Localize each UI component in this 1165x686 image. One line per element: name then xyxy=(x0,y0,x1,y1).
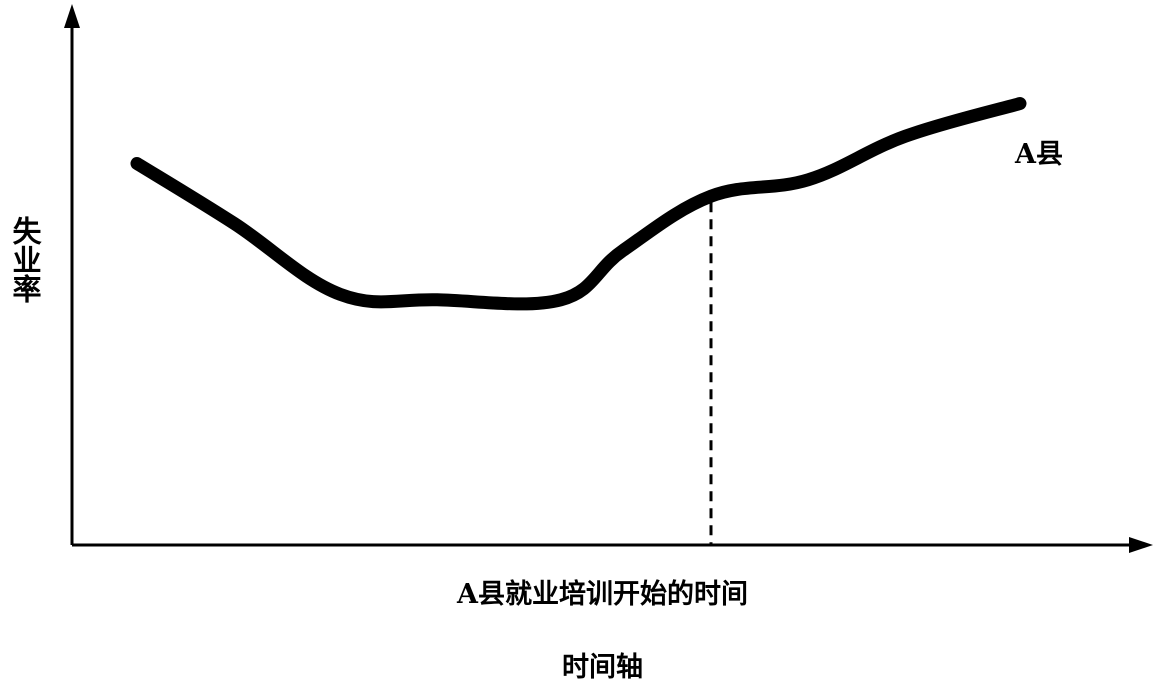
y-axis-arrow-icon xyxy=(64,4,80,28)
series-line-a-county xyxy=(130,97,1027,311)
x-axis-arrow-icon xyxy=(1129,537,1153,553)
y-axis-label: 失业率 xyxy=(8,216,42,303)
series-label-a-county: A县 xyxy=(1015,139,1063,170)
training-start-label: A县就业培训开始的时间 xyxy=(457,579,748,610)
x-axis-label: 时间轴 xyxy=(562,652,643,683)
